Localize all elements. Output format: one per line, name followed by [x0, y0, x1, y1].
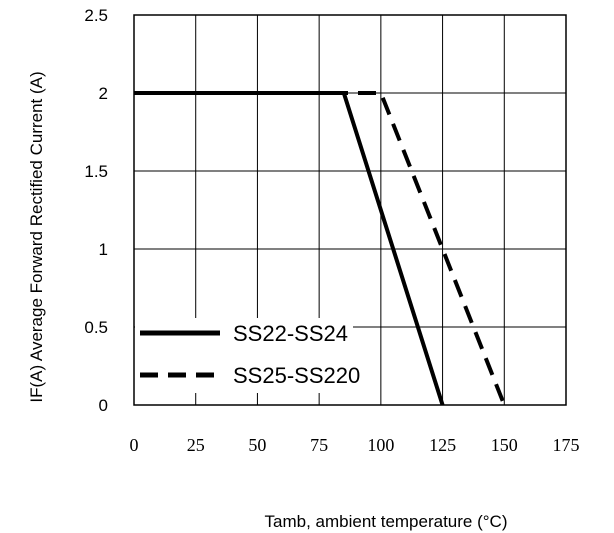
plot-frame	[133, 14, 567, 406]
y-tick-label: 2	[99, 84, 108, 103]
y-tick-labels: 0 0.5 1 1.5 2 2.5	[84, 6, 108, 415]
series-lines	[134, 91, 507, 406]
x-axis-label: Tamb, ambient temperature (°C)	[265, 512, 508, 531]
x-tick-label: 0	[130, 435, 139, 455]
x-tick-label: 75	[310, 435, 328, 455]
x-tick-label: 50	[248, 435, 266, 455]
legend-label-2: SS25-SS220	[233, 363, 360, 388]
x-tick-label: 175	[553, 435, 580, 455]
x-tick-label: 125	[429, 435, 456, 455]
y-axis-label: IF(A) Average Forward Rectified Current …	[27, 71, 46, 402]
legend-label-1: SS22-SS24	[233, 321, 348, 346]
x-tick-label: 150	[491, 435, 518, 455]
y-tick-label: 0.5	[84, 318, 108, 337]
x-tick-label: 100	[367, 435, 394, 455]
y-tick-label: 1	[99, 240, 108, 259]
legend: SS22-SS24 SS25-SS220	[135, 318, 360, 393]
x-tick-label: 25	[187, 435, 205, 455]
y-tick-label: 2.5	[84, 6, 108, 25]
x-tick-labels: 0 25 50 75 100 125 150 175	[130, 435, 580, 455]
y-tick-label: 1.5	[84, 162, 108, 181]
y-tick-label: 0	[99, 396, 108, 415]
